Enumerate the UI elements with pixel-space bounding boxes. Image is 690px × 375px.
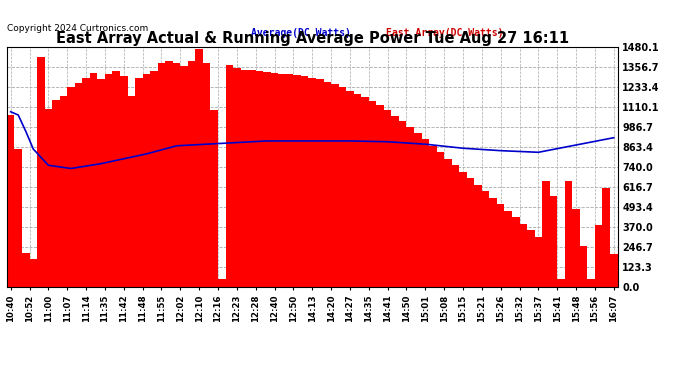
Bar <box>535 237 542 287</box>
Bar <box>128 96 135 287</box>
Bar <box>512 217 520 287</box>
Bar <box>422 140 429 287</box>
Bar <box>241 70 248 287</box>
Bar <box>497 204 504 287</box>
Bar <box>362 97 368 287</box>
Bar <box>188 62 195 287</box>
Bar <box>278 74 286 287</box>
Bar <box>339 87 346 287</box>
Bar <box>595 225 602 287</box>
Bar <box>308 78 316 287</box>
Bar <box>248 70 256 287</box>
Bar <box>550 196 558 287</box>
Bar <box>105 75 112 287</box>
Bar <box>466 178 474 287</box>
Bar <box>316 80 324 287</box>
Bar <box>59 96 67 287</box>
Bar <box>120 76 128 287</box>
Bar <box>75 82 82 287</box>
Bar <box>135 78 143 287</box>
Bar <box>414 133 422 287</box>
Bar <box>7 115 14 287</box>
Bar <box>180 66 188 287</box>
Bar <box>376 105 384 287</box>
Bar <box>45 108 52 287</box>
Bar <box>263 72 270 287</box>
Bar <box>542 182 550 287</box>
Bar <box>270 73 278 287</box>
Bar <box>52 100 59 287</box>
Bar <box>233 68 241 287</box>
Bar <box>444 159 452 287</box>
Bar <box>368 101 376 287</box>
Bar <box>558 279 565 287</box>
Bar <box>489 198 497 287</box>
Bar <box>22 253 30 287</box>
Bar <box>218 279 226 287</box>
Bar <box>172 63 180 287</box>
Bar <box>587 279 595 287</box>
Bar <box>429 146 437 287</box>
Text: Average(DC Watts): Average(DC Watts) <box>251 28 351 39</box>
Bar <box>82 78 90 287</box>
Bar <box>97 80 105 287</box>
Bar <box>30 259 37 287</box>
Bar <box>150 71 158 287</box>
Bar <box>391 116 399 287</box>
Bar <box>256 71 263 287</box>
Bar <box>195 48 203 287</box>
Bar <box>482 191 489 287</box>
Bar <box>293 75 301 287</box>
Bar <box>331 84 339 287</box>
Bar <box>226 65 233 287</box>
Bar <box>610 255 618 287</box>
Bar <box>210 110 218 287</box>
Text: East Array(DC Watts): East Array(DC Watts) <box>386 28 503 39</box>
Bar <box>572 209 580 287</box>
Text: Copyright 2024 Curtronics.com: Copyright 2024 Curtronics.com <box>7 24 148 33</box>
Bar <box>112 71 120 287</box>
Bar <box>354 94 362 287</box>
Bar <box>346 91 354 287</box>
Bar <box>90 73 97 287</box>
Bar <box>565 182 572 287</box>
Bar <box>14 149 22 287</box>
Bar <box>37 57 45 287</box>
Bar <box>158 63 165 287</box>
Bar <box>203 63 210 287</box>
Bar <box>324 82 331 287</box>
Bar <box>452 165 460 287</box>
Bar <box>504 211 512 287</box>
Bar <box>67 87 75 287</box>
Bar <box>286 75 293 287</box>
Bar <box>143 75 150 287</box>
Bar <box>474 185 482 287</box>
Bar <box>301 76 308 287</box>
Bar <box>437 152 444 287</box>
Bar <box>460 172 466 287</box>
Bar <box>406 127 414 287</box>
Bar <box>384 110 391 287</box>
Bar <box>520 224 527 287</box>
Bar <box>602 188 610 287</box>
Title: East Array Actual & Running Average Power Tue Aug 27 16:11: East Array Actual & Running Average Powe… <box>56 31 569 46</box>
Bar <box>527 230 535 287</box>
Bar <box>399 122 406 287</box>
Bar <box>580 246 587 287</box>
Bar <box>165 62 172 287</box>
